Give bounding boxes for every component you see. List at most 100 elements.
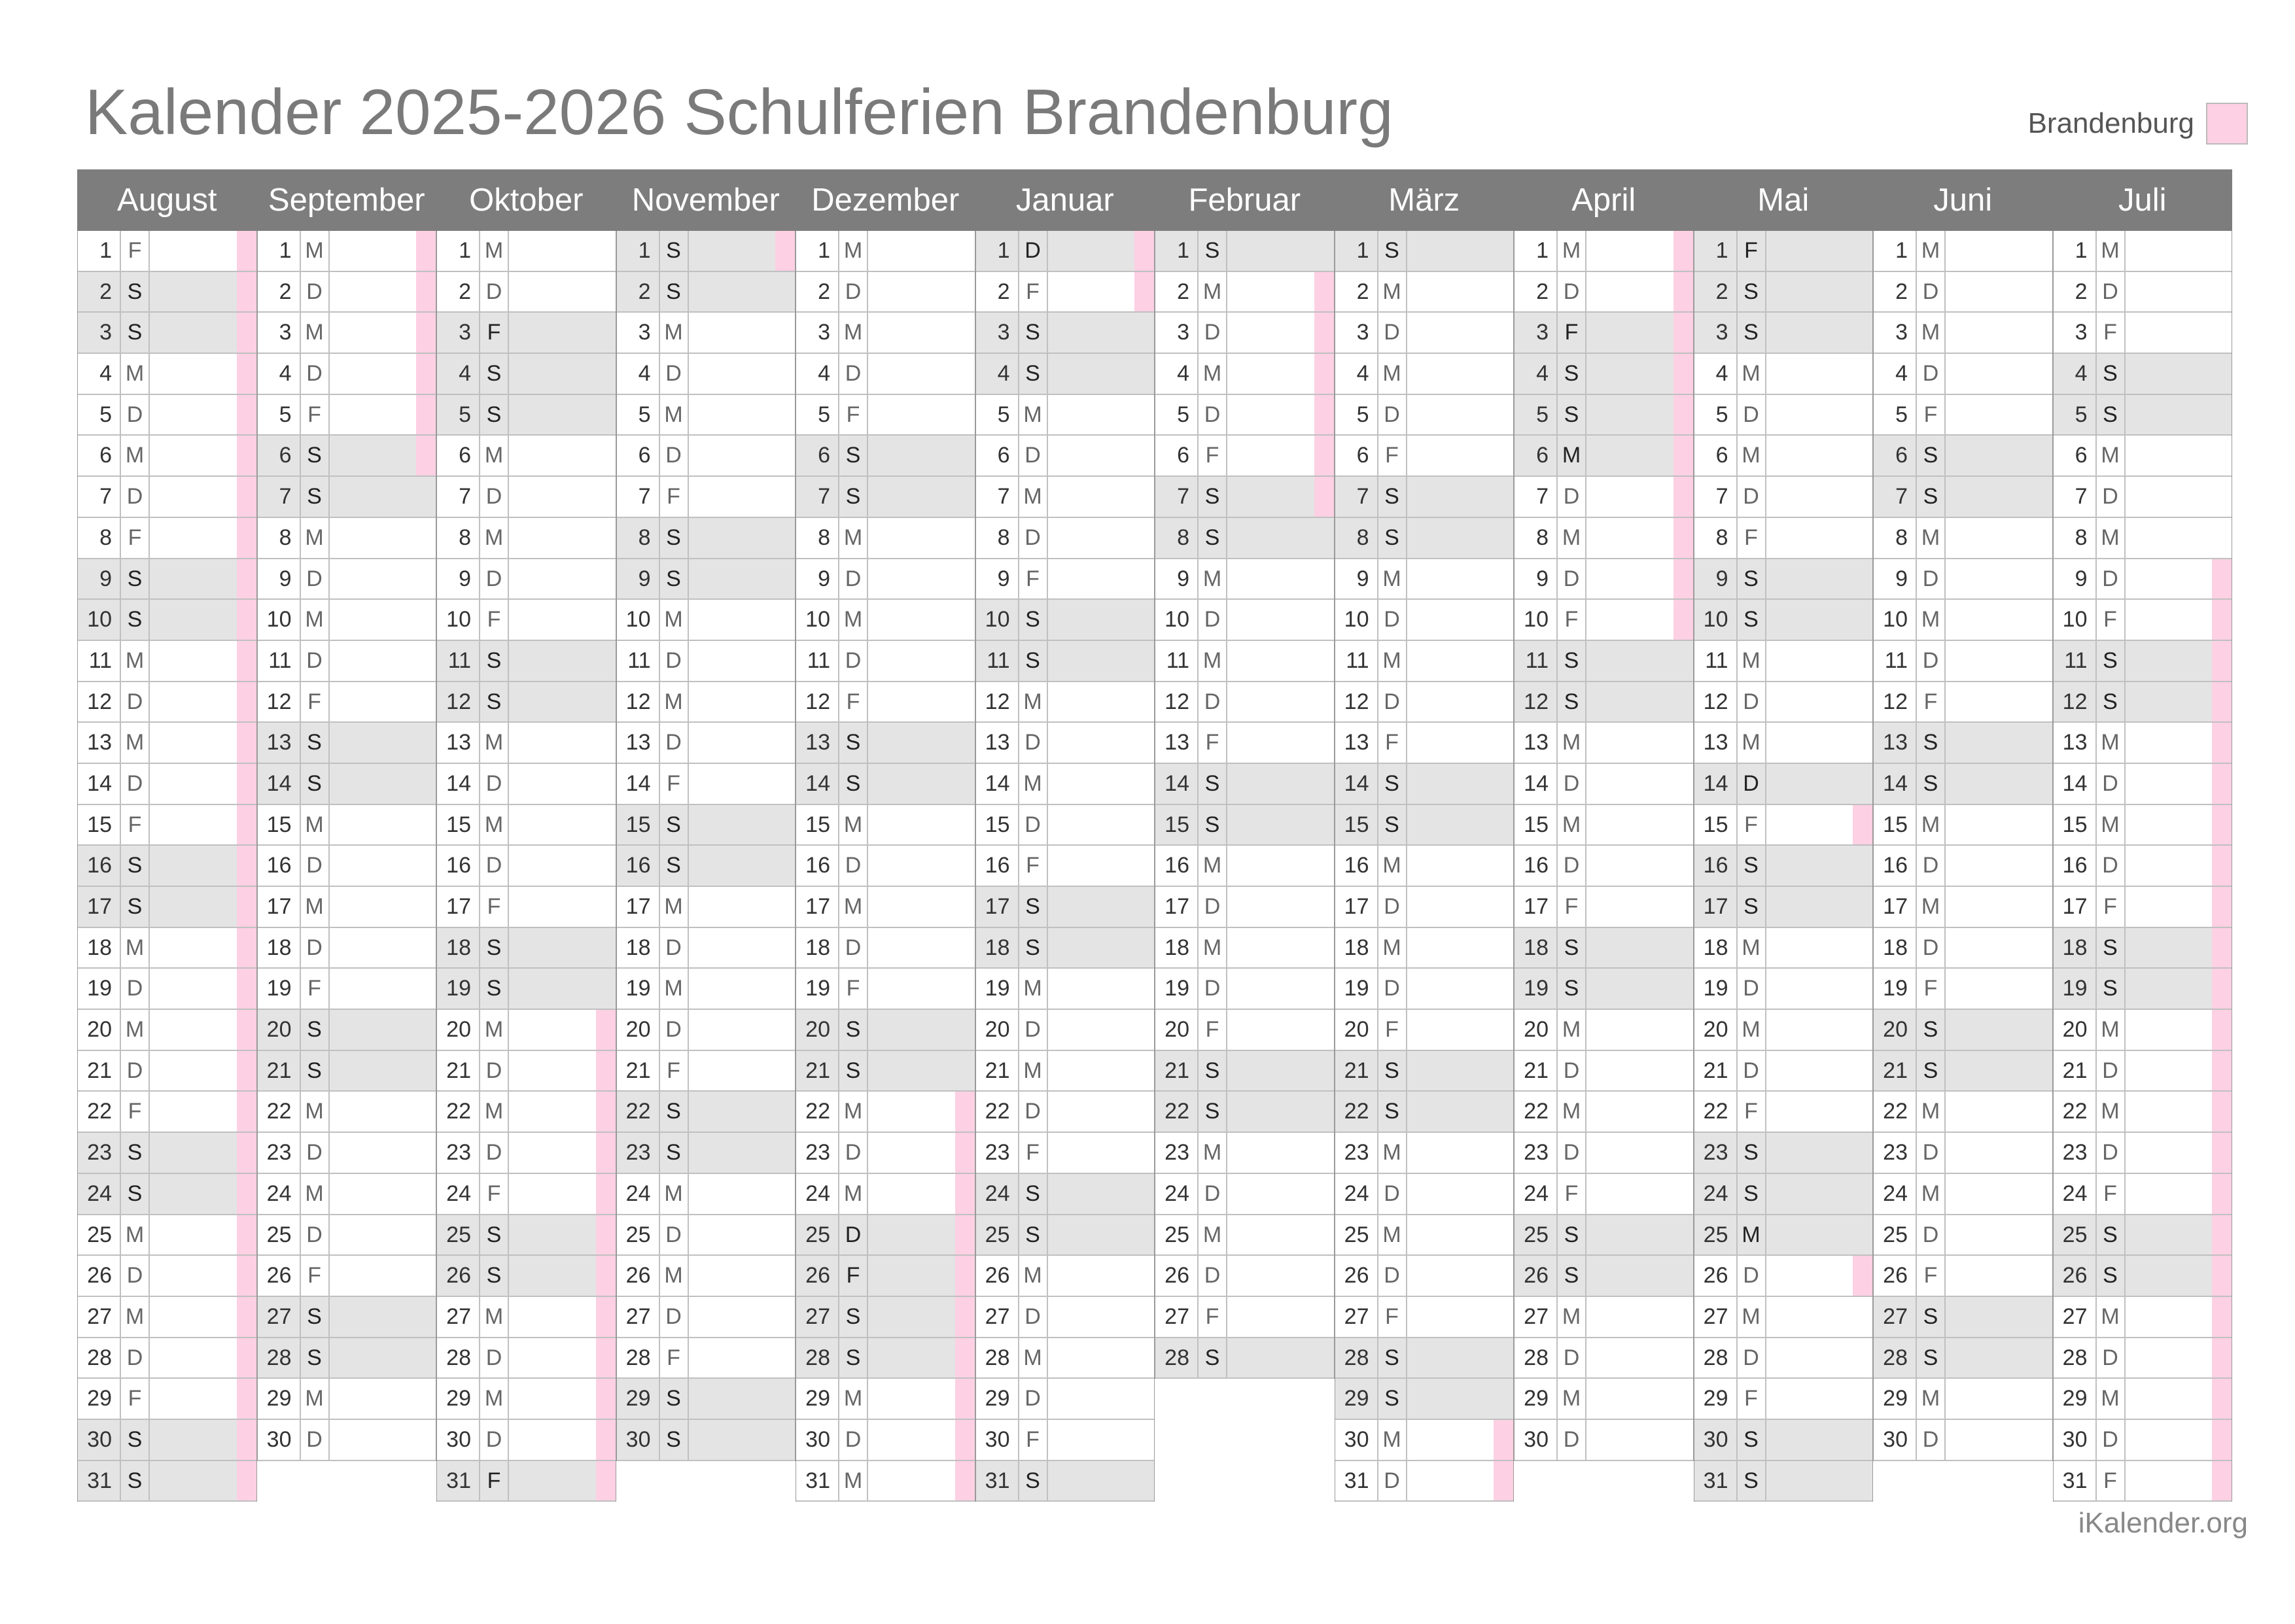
- day-number: 6: [78, 436, 121, 476]
- day-row: 16 D: [2053, 846, 2232, 887]
- month-column: Oktober 1 M 2 D 3 F 4 S 5 S 6 M 7 D 8 M 9 D 10 F 11 S 12 S 13 M 14 D…: [436, 169, 616, 1502]
- weekday-letter: S: [121, 600, 150, 640]
- ferien-marker: [595, 1133, 616, 1173]
- day-note-area: [1407, 436, 1494, 475]
- day-row: 13 F: [1335, 723, 1513, 764]
- day-number: 26: [1874, 1256, 1917, 1296]
- month-column: Februar 1 S 2 M 3 D 4 M 5 D 6 F 7 S 8 S 9 M 10 D 11 M 12 D 13 F 14 S…: [1155, 169, 1335, 1502]
- ferien-marker: [1134, 354, 1154, 394]
- weekday-letter: D: [1378, 969, 1407, 1009]
- day-note-area: [1766, 723, 1853, 763]
- weekday-letter: M: [301, 1379, 330, 1419]
- ferien-marker: [1314, 1297, 1334, 1337]
- ferien-marker: [1494, 1297, 1513, 1337]
- day-row: 18 S: [437, 927, 616, 969]
- day-row: 18 M: [1335, 927, 1513, 969]
- day-number: 14: [78, 763, 121, 804]
- day-note-area: [1048, 600, 1135, 640]
- day-note-area: [330, 764, 417, 804]
- day-note-area: [1227, 272, 1314, 312]
- ferien-marker: [416, 764, 436, 804]
- ferien-marker: [1134, 1010, 1154, 1050]
- ferien-marker: [775, 1174, 795, 1214]
- ferien-marker: [1673, 723, 1693, 763]
- day-number: 19: [1874, 969, 1917, 1009]
- day-row: 14 M: [975, 763, 1154, 805]
- day-note-area: [1766, 395, 1853, 435]
- day-note-area: [1048, 805, 1135, 845]
- day-number: 11: [1155, 640, 1199, 681]
- ferien-marker: [2033, 1174, 2052, 1214]
- day-number: 16: [976, 846, 1019, 886]
- weekday-letter: F: [2097, 887, 2126, 927]
- day-number: 7: [976, 477, 1019, 517]
- day-note-area: [868, 436, 955, 475]
- ferien-marker: [955, 1338, 975, 1378]
- day-row: 27 M: [1515, 1296, 1693, 1338]
- weekday-letter: D: [1199, 313, 1227, 353]
- day-number: 2: [1874, 271, 1917, 312]
- weekday-letter: M: [121, 1215, 150, 1255]
- day-note-area: [1766, 1051, 1853, 1091]
- day-note-area: [689, 682, 776, 722]
- day-note-area: [1586, 1174, 1673, 1214]
- day-note-area: [689, 764, 776, 804]
- ferien-marker: [1853, 559, 1872, 599]
- weekday-letter: S: [2096, 969, 2126, 1009]
- ferien-marker: [1673, 354, 1693, 394]
- day-row: 24 S: [78, 1173, 256, 1215]
- day-number: 12: [1155, 682, 1199, 722]
- day-row: 24 M: [257, 1173, 436, 1215]
- ferien-marker: [1673, 1379, 1693, 1419]
- day-note-area: [1766, 231, 1853, 271]
- weekday-letter: M: [121, 1010, 150, 1050]
- day-note-area: [1766, 1379, 1853, 1419]
- weekday-letter: D: [121, 477, 150, 517]
- day-note-area: [150, 764, 237, 804]
- day-row: 30 S: [1694, 1419, 1872, 1461]
- day-number: 18: [1874, 927, 1917, 968]
- weekday-letter: F: [1558, 1173, 1586, 1214]
- day-row: 30 D: [796, 1419, 975, 1461]
- day-number: 9: [2054, 559, 2097, 599]
- day-number: 11: [796, 640, 839, 681]
- ferien-marker: [595, 1092, 616, 1132]
- day-row: 12 S: [2053, 682, 2232, 723]
- weekday-letter: S: [839, 1050, 868, 1091]
- day-row: 17 D: [1335, 887, 1513, 928]
- day-number: 7: [1515, 477, 1558, 517]
- ferien-marker: [416, 1133, 436, 1173]
- day-number: 29: [2054, 1379, 2097, 1419]
- weekday-letter: S: [1737, 1460, 1766, 1501]
- day-number: 17: [78, 887, 121, 927]
- day-number: 31: [796, 1460, 839, 1501]
- day-note-area: [1766, 559, 1853, 599]
- day-note-area: [2126, 887, 2213, 927]
- ferien-marker: [2033, 395, 2052, 435]
- day-note-area: [1946, 887, 2033, 927]
- ferien-marker: [596, 682, 616, 722]
- day-row: 26 M: [616, 1256, 795, 1297]
- day-number: 9: [1335, 559, 1378, 599]
- day-number: 30: [976, 1419, 1019, 1460]
- day-note-area: [509, 805, 596, 845]
- weekday-letter: F: [301, 969, 330, 1009]
- day-row: 10 S: [78, 600, 256, 641]
- day-row: 11 S: [2053, 640, 2232, 682]
- day-note-area: [2126, 764, 2213, 804]
- weekday-letter: S: [659, 846, 689, 886]
- day-number: 28: [1874, 1338, 1917, 1378]
- ferien-marker: [1314, 682, 1334, 722]
- weekday-letter: D: [1199, 1256, 1227, 1296]
- weekday-letter: D: [480, 1338, 509, 1378]
- day-row: 10 M: [1874, 600, 2052, 641]
- day-note-area: [1048, 764, 1135, 804]
